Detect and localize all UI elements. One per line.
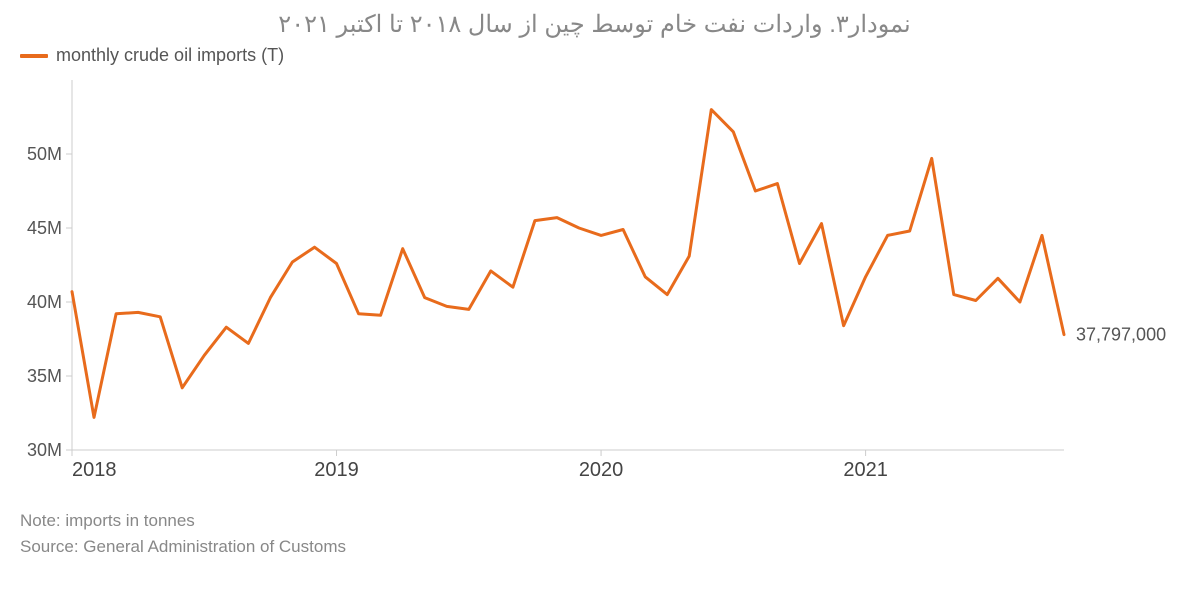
chart-notes: Note: imports in tonnes Source: General …: [20, 508, 1169, 559]
chart-title: نمودار۳. واردات نفت خام توسط چین از سال …: [20, 10, 1169, 39]
end-value-label: 37,797,000: [1076, 325, 1166, 345]
x-tick-label: 2018: [72, 459, 117, 481]
legend-label: monthly crude oil imports (T): [56, 45, 284, 66]
legend: monthly crude oil imports (T): [20, 45, 1169, 66]
y-tick-label: 35M: [27, 366, 62, 386]
legend-swatch: [20, 54, 48, 58]
y-tick-label: 40M: [27, 292, 62, 312]
chart-svg: 30M 35M 40M 45M 50M 2018 2019 2020 2021 37,797,00…: [20, 70, 1169, 490]
data-line: [72, 110, 1064, 418]
chart-container: نمودار۳. واردات نفت خام توسط چین از سال …: [0, 0, 1189, 593]
note-line-2: Source: General Administration of Custom…: [20, 534, 1169, 560]
y-tick-label: 45M: [27, 218, 62, 238]
x-tick-label: 2019: [314, 459, 359, 481]
x-tick-label: 2020: [579, 459, 624, 481]
note-line-1: Note: imports in tonnes: [20, 508, 1169, 534]
y-tick-label: 50M: [27, 144, 62, 164]
x-tick-label: 2021: [843, 459, 888, 481]
y-tick-label: 30M: [27, 440, 62, 460]
plot-area: 30M 35M 40M 45M 50M 2018 2019 2020 2021 37,797,00…: [20, 70, 1169, 490]
